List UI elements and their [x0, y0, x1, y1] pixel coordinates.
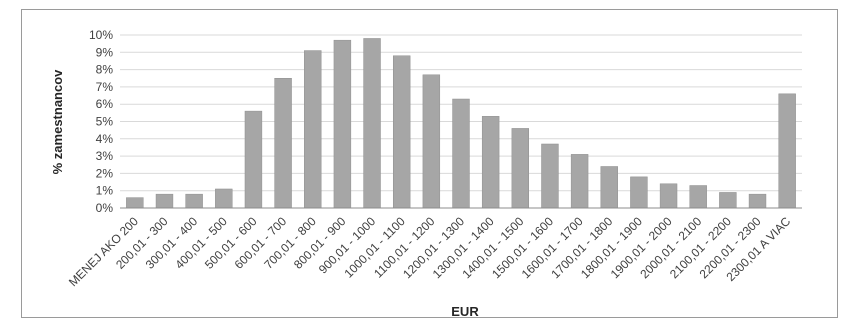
bar [659, 183, 678, 209]
bar [541, 143, 559, 209]
bar [511, 128, 530, 209]
bar [719, 192, 737, 209]
bar [778, 93, 796, 209]
bar [304, 50, 322, 209]
bar [481, 116, 500, 209]
bar [600, 166, 618, 209]
y-tick-label: 8% [96, 63, 114, 77]
y-tick-label: 1% [96, 184, 114, 198]
bar [748, 193, 767, 209]
bar [422, 74, 441, 209]
bar [215, 188, 233, 209]
bars [126, 38, 796, 209]
bar [333, 39, 352, 209]
y-tick-label: 7% [96, 80, 114, 94]
y-axis-tick-labels: 0% 1% 2% 3% 4% 5% 6% 7% 8% 9% 10% [89, 28, 113, 215]
y-tick-label: 3% [96, 149, 114, 163]
bar [392, 55, 411, 209]
y-tick-label: 9% [96, 45, 114, 59]
y-tick-label: 6% [96, 97, 114, 111]
bar [452, 98, 470, 209]
x-axis-title: EUR [451, 304, 479, 319]
y-tick-label: 4% [96, 132, 114, 146]
y-tick-label: 10% [89, 28, 113, 42]
bar [185, 193, 203, 209]
bar [274, 78, 292, 209]
gridlines [120, 34, 802, 192]
bar [570, 154, 589, 209]
bar [630, 176, 648, 209]
y-tick-label: 5% [96, 115, 114, 129]
y-axis-title: % zamestnancov [50, 69, 65, 175]
bar [155, 193, 174, 209]
bar [126, 197, 144, 209]
bar [244, 110, 263, 209]
y-tick-label: 0% [96, 201, 114, 215]
bar [689, 185, 707, 209]
bar [363, 38, 381, 209]
y-tick-label: 2% [96, 166, 114, 180]
